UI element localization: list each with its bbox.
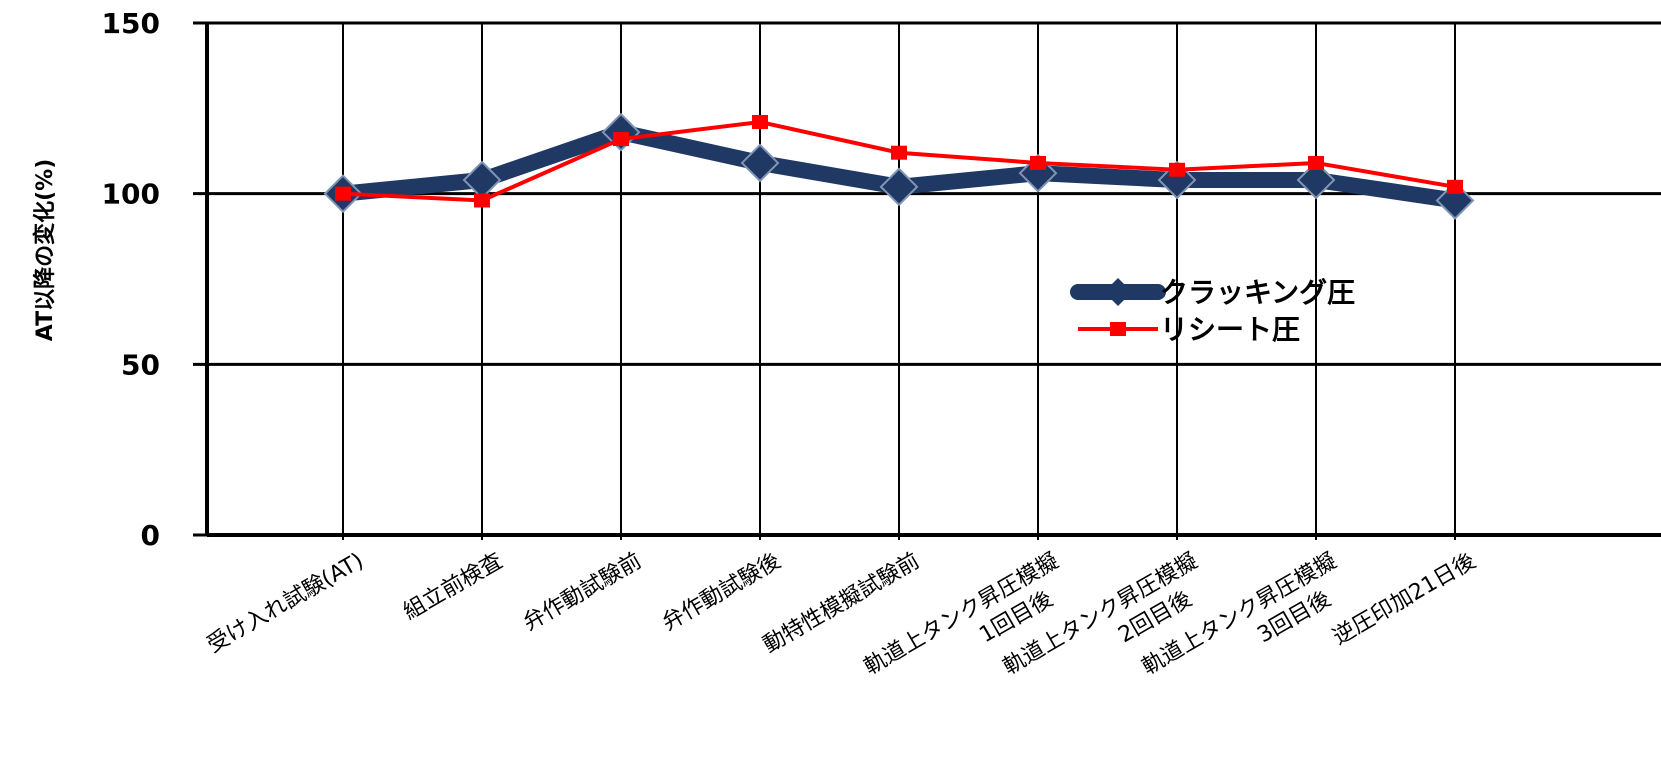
x-tick-label: 組立前検査 — [399, 549, 507, 626]
data-point-reseat — [474, 193, 490, 208]
x-tick-label: 逆圧印加21日後 — [1329, 549, 1480, 651]
legend-label-reseat: リシート圧 — [1160, 313, 1300, 346]
x-tick-label-line: 逆圧印加21日後 — [1329, 549, 1480, 651]
data-point-reseat — [752, 114, 768, 129]
data-point-reseat — [613, 132, 629, 147]
grid — [193, 21, 1661, 540]
data-point-cracking — [1296, 160, 1336, 200]
y-tick-label: 100 — [102, 178, 160, 211]
y-axis: 0 50 100 150 — [102, 7, 160, 552]
data-point-cracking — [1435, 181, 1475, 220]
data-point-reseat — [1308, 155, 1324, 170]
x-tick-label: 弁作動試験前 — [519, 549, 646, 637]
x-tick-label-line: 弁作動試験後 — [658, 549, 785, 637]
y-tick-label: 0 — [141, 519, 160, 552]
legend-label-cracking: クラッキング圧 — [1160, 276, 1355, 309]
legend-marker-cracking — [1104, 278, 1132, 306]
data-point-cracking — [740, 143, 780, 183]
x-tick-label: 弁作動試験後 — [658, 549, 785, 637]
x-tick-label-line: 受け入れ試験(AT) — [203, 549, 368, 659]
series-layer — [323, 112, 1475, 220]
data-point-cracking — [879, 167, 919, 207]
y-axis-label: AT以降の変化(%) — [32, 159, 58, 341]
x-tick-label-line: 組立前検査 — [399, 549, 507, 626]
data-point-reseat — [1169, 162, 1185, 177]
data-point-reseat — [1030, 155, 1046, 170]
y-tick-label: 150 — [102, 7, 160, 40]
legend-marker-reseat — [1110, 322, 1126, 336]
data-point-reseat — [1447, 179, 1463, 194]
x-tick-label-line: 弁作動試験前 — [519, 549, 646, 637]
data-point-reseat — [891, 145, 907, 160]
y-tick-label: 50 — [121, 348, 160, 381]
x-tick-label: 受け入れ試験(AT) — [203, 549, 368, 659]
x-axis: 受け入れ試験(AT) 組立前検査 弁作動試験前 弁作動試験後動特性模擬試験前軌道上タン… — [203, 549, 1480, 681]
data-point-reseat — [335, 186, 351, 201]
